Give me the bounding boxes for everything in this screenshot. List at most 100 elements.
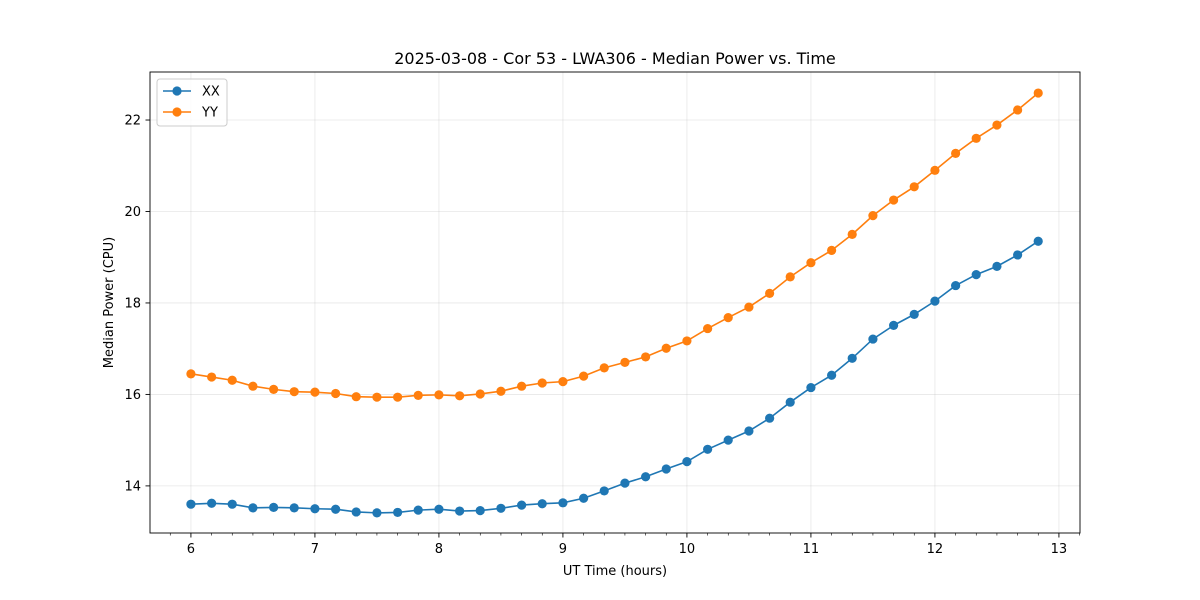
data-point: [599, 486, 609, 496]
data-point: [207, 372, 217, 382]
data-point: [227, 499, 237, 509]
axes-frame: [149, 71, 1081, 534]
data-point: [579, 493, 589, 503]
data-point: [806, 258, 816, 268]
data-point: [847, 353, 857, 363]
x-tick-label: 10: [679, 542, 696, 557]
data-point: [641, 352, 651, 362]
data-point: [455, 391, 465, 401]
data-point: [930, 165, 940, 175]
data-point: [372, 508, 382, 518]
data-point: [289, 503, 299, 513]
data-point: [992, 261, 1002, 271]
axes-border: [149, 71, 1081, 534]
series-layer: [186, 88, 1043, 518]
data-point: [661, 464, 671, 474]
data-point: [1033, 236, 1043, 246]
data-point: [806, 382, 816, 393]
legend-item-yy: YY: [163, 106, 218, 121]
data-point: [703, 323, 713, 334]
data-point: [909, 309, 919, 319]
data-point: [744, 302, 754, 312]
data-point: [785, 272, 795, 282]
plot-background: [150, 72, 1080, 533]
chart-title: 2025-03-08 - Cor 53 - LWA306 - Median Po…: [394, 49, 836, 68]
data-point: [951, 148, 961, 159]
y-axis-label: Median Power (CPU): [102, 237, 117, 368]
data-point: [599, 363, 609, 373]
data-point: [868, 211, 878, 221]
y-tick-label: 16: [124, 388, 141, 403]
legend: XX YY: [156, 78, 228, 127]
data-point: [785, 397, 795, 407]
data-point: [744, 426, 754, 436]
data-point: [889, 195, 899, 205]
data-point: [682, 457, 692, 467]
data-point: [496, 386, 506, 396]
data-point: [620, 478, 630, 488]
plot-area: [150, 72, 1080, 533]
data-point: [951, 280, 961, 291]
data-point: [186, 499, 196, 509]
data-point: [579, 371, 589, 381]
data-point: [517, 500, 527, 510]
x-tick-label: 9: [559, 542, 567, 557]
data-point: [248, 503, 258, 513]
x-tick-label: 13: [1051, 542, 1068, 557]
data-point: [351, 392, 361, 402]
data-point: [765, 288, 775, 298]
data-point: [827, 245, 837, 255]
data-point: [971, 133, 981, 143]
x-axis-label: UT Time (hours): [563, 564, 667, 579]
data-point: [455, 506, 465, 516]
data-point: [475, 505, 485, 516]
data-point: [1033, 88, 1043, 98]
data-point: [558, 377, 568, 387]
data-point: [909, 182, 919, 192]
x-tick-label: 8: [435, 542, 443, 557]
x-tick-label: 6: [187, 542, 195, 557]
x-tick-label: 7: [311, 542, 319, 557]
data-point: [847, 229, 857, 239]
data-point: [517, 381, 527, 391]
legend-label: YY: [201, 106, 218, 121]
data-point: [351, 507, 361, 517]
data-point: [434, 390, 444, 400]
legend-item-xx: XX: [163, 85, 220, 100]
data-point: [331, 504, 341, 514]
data-point: [992, 120, 1002, 130]
data-point: [682, 336, 692, 346]
data-point: [537, 378, 547, 388]
legend-label: XX: [202, 85, 220, 100]
data-point: [289, 387, 299, 397]
data-point: [331, 388, 341, 399]
data-point: [496, 503, 506, 513]
data-point: [558, 498, 568, 508]
legend-marker: [172, 107, 182, 117]
data-point: [393, 507, 403, 518]
data-point: [537, 499, 547, 509]
series-yy: [186, 88, 1043, 402]
data-point: [620, 357, 630, 368]
data-point: [413, 505, 423, 515]
data-point: [765, 413, 775, 423]
data-point: [971, 270, 981, 280]
data-point: [723, 435, 733, 445]
axis-ticks: 6 7 8 9 10 11 12 13 14 16 18 20 22: [124, 114, 1080, 557]
x-tick-label: 11: [803, 542, 820, 557]
data-point: [413, 390, 423, 400]
data-point: [827, 370, 837, 380]
y-tick-label: 18: [124, 296, 141, 311]
data-point: [186, 369, 196, 379]
data-point: [889, 320, 899, 330]
data-point: [393, 392, 403, 402]
data-point: [930, 296, 940, 306]
x-tick-label: 12: [927, 542, 944, 557]
data-point: [641, 472, 651, 482]
data-point: [248, 381, 258, 391]
y-tick-label: 20: [124, 205, 141, 220]
data-point: [310, 504, 320, 514]
data-point: [310, 387, 320, 397]
data-point: [475, 389, 485, 399]
